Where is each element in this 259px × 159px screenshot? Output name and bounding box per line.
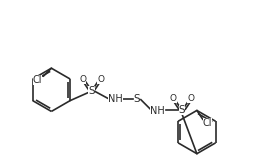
- Text: NH: NH: [108, 94, 123, 104]
- Text: Cl: Cl: [203, 118, 212, 128]
- Text: O: O: [97, 75, 104, 83]
- Text: Cl: Cl: [33, 75, 42, 85]
- Text: S: S: [134, 94, 140, 104]
- Text: S: S: [179, 105, 185, 115]
- Text: O: O: [170, 94, 177, 103]
- Text: O: O: [79, 75, 87, 83]
- Text: S: S: [88, 86, 95, 96]
- Text: O: O: [188, 94, 195, 103]
- Text: NH: NH: [150, 106, 165, 116]
